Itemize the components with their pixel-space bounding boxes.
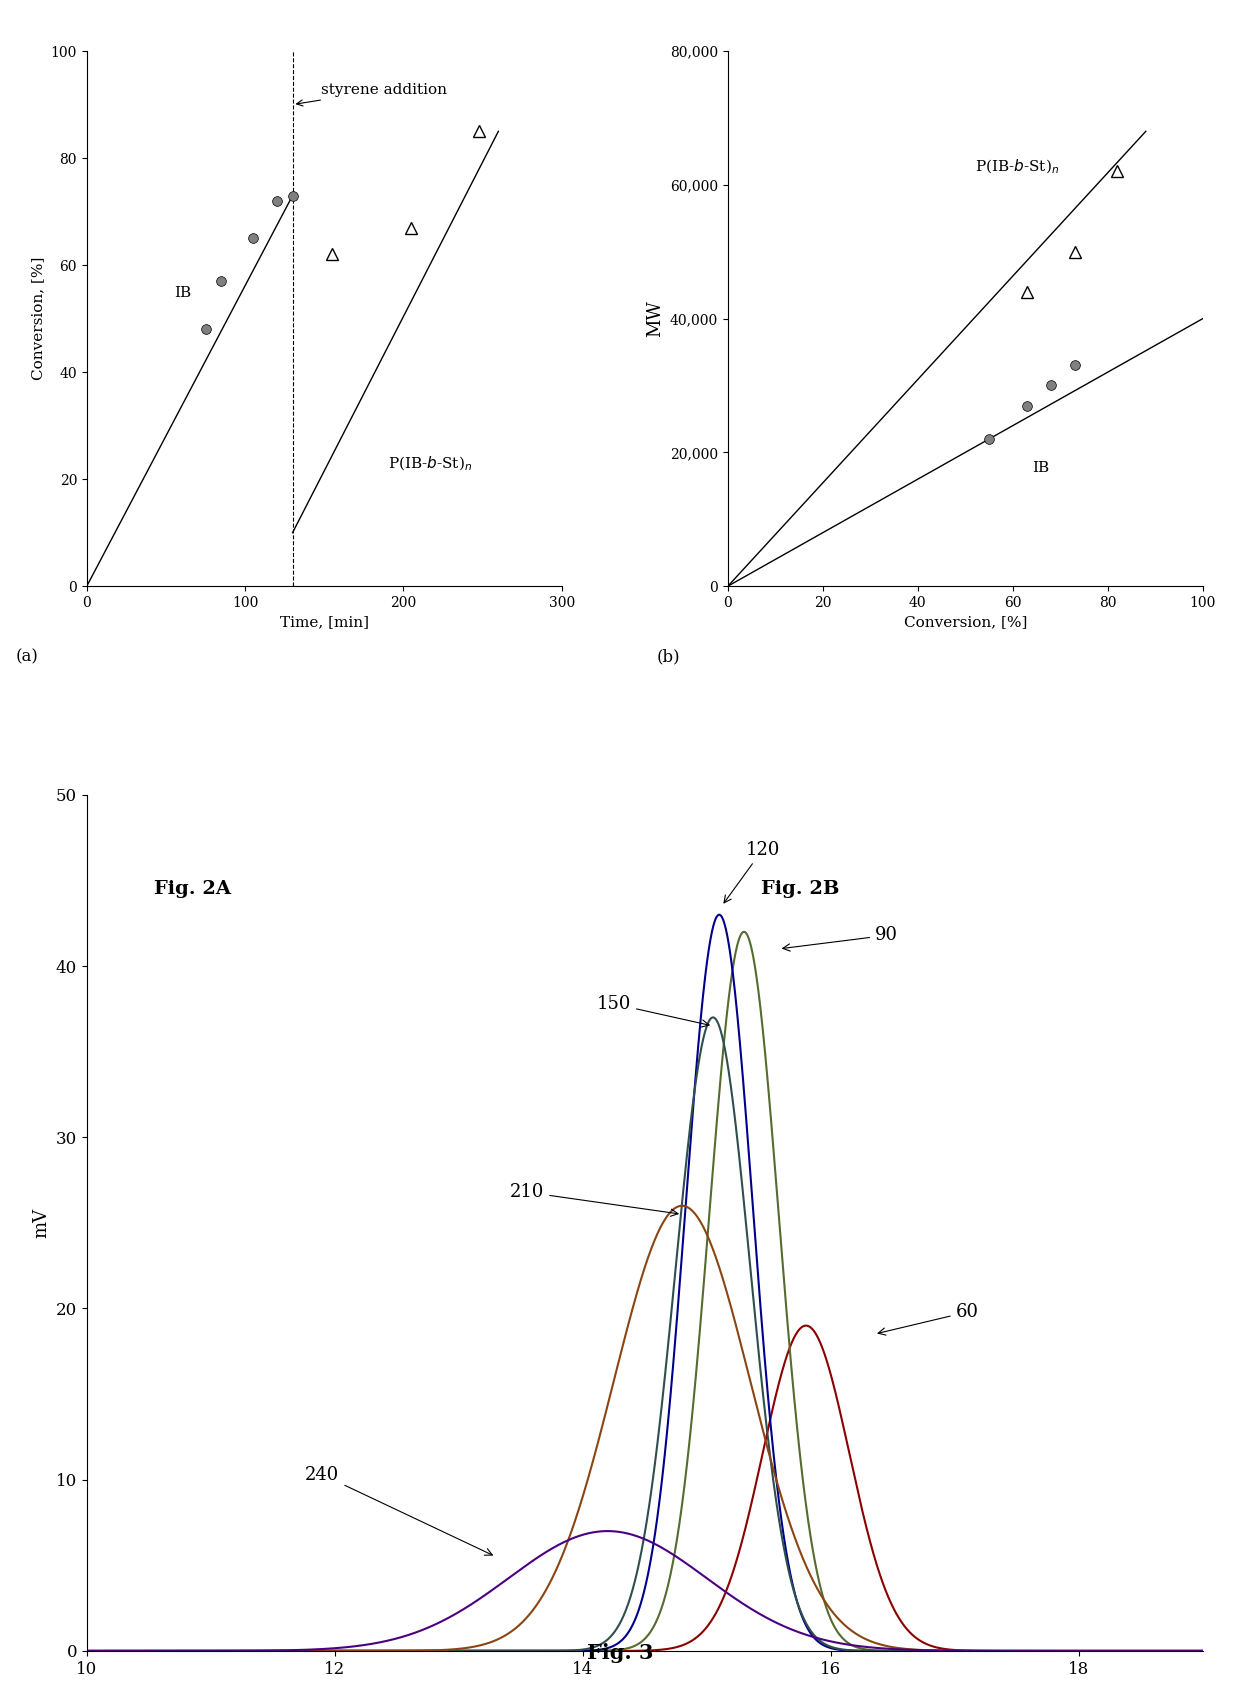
Text: P(IB-$b$-St)$_n$: P(IB-$b$-St)$_n$ <box>388 454 471 473</box>
Text: 240: 240 <box>305 1465 492 1556</box>
Text: Fig. 2B: Fig. 2B <box>760 880 839 897</box>
Text: IB: IB <box>1032 461 1049 475</box>
Y-axis label: Conversion, [%]: Conversion, [%] <box>31 257 45 380</box>
Text: IB: IB <box>174 286 191 300</box>
Text: 90: 90 <box>782 926 898 951</box>
Text: styrene addition: styrene addition <box>296 83 448 106</box>
Text: 210: 210 <box>510 1183 678 1217</box>
Text: Fig. 2A: Fig. 2A <box>154 880 231 897</box>
Y-axis label: mV: mV <box>32 1208 51 1237</box>
X-axis label: Time, [min]: Time, [min] <box>280 616 368 630</box>
Y-axis label: MW: MW <box>646 300 665 337</box>
X-axis label: Conversion, [%]: Conversion, [%] <box>904 616 1027 630</box>
Text: 60: 60 <box>878 1304 978 1334</box>
Text: P(IB-$b$-St)$_n$: P(IB-$b$-St)$_n$ <box>975 158 1059 175</box>
Text: (b): (b) <box>657 648 681 665</box>
Text: Fig. 3: Fig. 3 <box>587 1644 653 1663</box>
Text: (a): (a) <box>16 648 38 665</box>
Text: 120: 120 <box>724 841 780 902</box>
Text: 150: 150 <box>596 996 709 1026</box>
